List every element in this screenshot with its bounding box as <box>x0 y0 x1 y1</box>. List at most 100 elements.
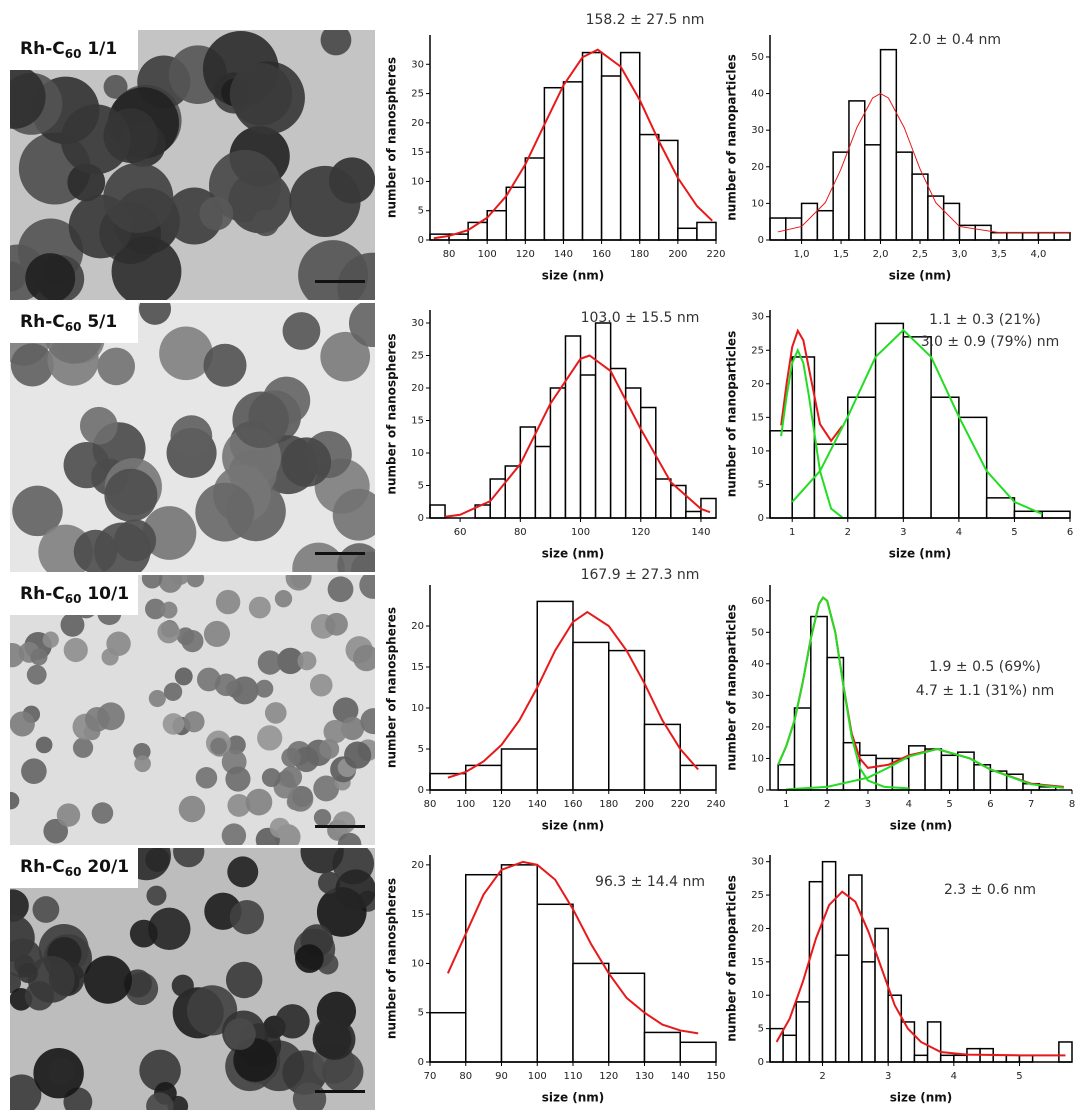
y-tick-label: 0 <box>758 1057 764 1068</box>
particle <box>104 468 158 522</box>
histogram-bar <box>536 903 574 1063</box>
histogram-bar <box>924 748 943 791</box>
histogram-bar <box>834 954 850 1063</box>
particle <box>257 725 283 751</box>
y-tick-label: 5 <box>758 1024 764 1035</box>
x-tick-label: 60 <box>454 527 467 538</box>
histogram-bar <box>609 367 627 519</box>
particle <box>56 803 81 827</box>
x-axis-label: size (nm) <box>542 547 605 561</box>
y-tick-label: 15 <box>411 662 424 673</box>
particle <box>183 711 205 733</box>
particle <box>10 972 22 994</box>
label-box <box>10 846 138 888</box>
x-tick-label: 100 <box>478 249 497 260</box>
y-tick-label: 15 <box>751 957 764 968</box>
histogram-bar <box>1005 1054 1021 1063</box>
histogram-bar <box>808 880 824 1063</box>
histogram-bar <box>1018 1054 1034 1063</box>
x-tick-label: 1,5 <box>833 249 849 260</box>
tem-image <box>10 303 375 572</box>
histogram-bar <box>670 484 687 519</box>
y-axis-label: number of nanospheres <box>385 878 399 1039</box>
x-tick-label: 140 <box>528 799 547 810</box>
annotation: 1.1 ± 0.3 (21%) <box>929 312 1041 328</box>
tem-image <box>10 30 375 300</box>
label-box <box>10 28 138 70</box>
particle <box>281 747 301 768</box>
particle <box>10 343 54 387</box>
histogram-bar <box>429 504 446 519</box>
x-tick-label: 140 <box>554 249 573 260</box>
panel-label: Rh-C60 5/1 <box>20 312 117 334</box>
histogram-bar <box>643 723 681 791</box>
histogram-bar <box>848 100 866 241</box>
histogram-bar <box>519 426 537 519</box>
x-tick-label: 80 <box>459 1071 472 1082</box>
x-tick-label: 3,0 <box>952 249 968 260</box>
particle <box>129 919 158 948</box>
histogram-bar <box>777 764 796 791</box>
x-tick-label: 4 <box>906 799 912 810</box>
particle <box>97 702 125 731</box>
y-tick-label: 15 <box>751 412 764 423</box>
particle <box>325 612 348 636</box>
particle <box>293 746 319 773</box>
histogram-bar <box>505 186 527 241</box>
label-text: Rh-C <box>20 312 65 332</box>
histogram-bar <box>572 962 610 1063</box>
particle <box>335 869 375 910</box>
histogram-bar <box>1006 231 1024 241</box>
y-tick-label: 10 <box>751 753 764 764</box>
particle <box>196 667 221 692</box>
y-tick-label: 40 <box>751 89 764 100</box>
particle <box>163 682 183 701</box>
particle <box>25 253 76 300</box>
x-axis-label: size (nm) <box>542 819 605 833</box>
x-tick-label: 70 <box>424 1071 437 1082</box>
particle <box>10 791 20 810</box>
y-tick-label: 25 <box>411 351 424 362</box>
particle <box>195 767 218 789</box>
particle <box>160 601 178 619</box>
fit-curve <box>780 328 844 443</box>
x-tick-label: 120 <box>516 249 535 260</box>
y-tick-label: 10 <box>751 198 764 209</box>
x-axis-label: size (nm) <box>542 1091 605 1105</box>
particle <box>320 30 352 56</box>
particle <box>289 165 361 238</box>
histogram-bar <box>769 430 793 519</box>
y-tick-label: 10 <box>411 176 424 187</box>
label-subscript: 60 <box>65 320 82 334</box>
histogram-bar <box>926 1021 942 1063</box>
particle <box>353 644 375 672</box>
particle <box>275 1004 310 1039</box>
particle <box>323 719 347 744</box>
fit-curve <box>777 596 909 790</box>
x-tick-label: 7 <box>1028 799 1034 810</box>
histogram-bar <box>847 396 877 519</box>
particle <box>186 575 205 588</box>
x-tick-label: 100 <box>571 527 590 538</box>
histogram-bar <box>942 202 961 241</box>
x-tick-label: 180 <box>599 799 618 810</box>
histogram-bar <box>810 615 828 791</box>
label-box <box>10 573 138 615</box>
label-text: 1/1 <box>81 39 117 59</box>
annotation: 2.0 ± 0.4 nm <box>909 32 1001 48</box>
panel-label: Rh-C60 20/1 <box>20 857 129 879</box>
y-axis-label: number of nanoparticles <box>725 54 739 220</box>
particle <box>252 209 280 237</box>
y-axis-label: number of nanospheres <box>385 333 399 494</box>
histogram-bar <box>816 209 834 241</box>
x-tick-label: 5 <box>946 799 952 810</box>
particle <box>360 708 375 735</box>
particle <box>139 1049 181 1092</box>
histogram-bar <box>879 48 898 241</box>
histogram-bar <box>619 51 641 241</box>
histogram-bar <box>1053 231 1071 241</box>
particle <box>282 312 321 350</box>
x-tick-label: 90 <box>495 1071 508 1082</box>
particle <box>292 786 313 807</box>
x-tick-label: 4 <box>951 1071 957 1082</box>
